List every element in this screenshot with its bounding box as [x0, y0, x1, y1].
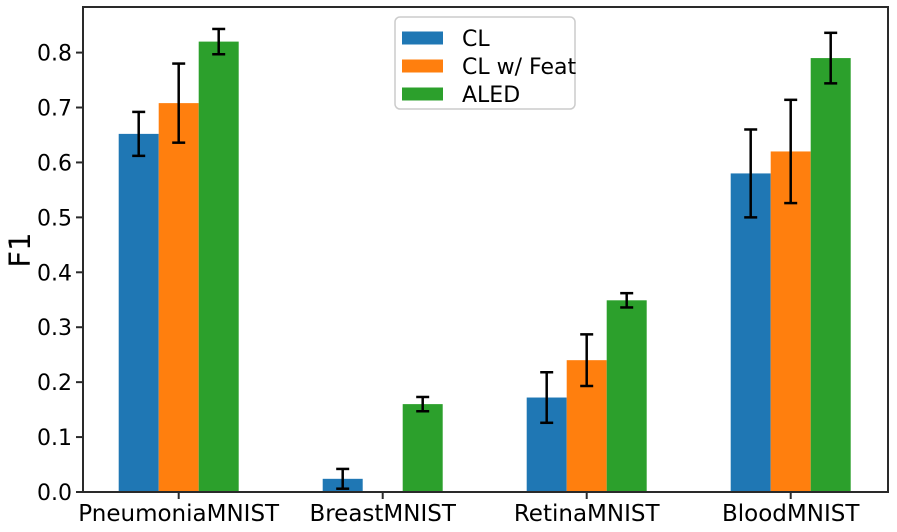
legend-swatch-cl-w-feat: [402, 59, 443, 73]
y-tick-label: 0.5: [37, 206, 72, 231]
bar-cl-pneumoniamnist: [118, 133, 159, 493]
y-tick-label: 0.8: [37, 42, 72, 67]
x-category-label-pneumoniamnist: PneumoniaMNIST: [78, 501, 280, 527]
x-category-label-bloodmnist: BloodMNIST: [722, 501, 860, 527]
plot-spines: [82, 6, 889, 493]
bar-cl-w-feat-bloodmnist: [770, 151, 811, 492]
legend-swatch-cl: [402, 31, 443, 45]
legend-label-cl-w-feat: CL w/ Feat: [462, 55, 576, 80]
y-tick-label: 0.2: [37, 371, 72, 396]
legend-label-aled: ALED: [462, 83, 520, 108]
y-tick-label: 0.1: [37, 426, 72, 451]
y-tick-label: 0.3: [37, 316, 72, 341]
x-category-label-retinamnist: RetinaMNIST: [514, 501, 661, 527]
x-category-label-breastmnist: BreastMNIST: [309, 501, 456, 527]
y-tick-label: 0.0: [37, 481, 72, 506]
bar-aled-retinamnist: [606, 300, 647, 492]
bar-aled-pneumoniamnist: [198, 41, 239, 492]
y-tick-label: 0.4: [37, 261, 72, 286]
y-tick-label: 0.7: [37, 97, 72, 122]
y-axis-label: F1: [3, 232, 37, 267]
bar-aled-bloodmnist: [810, 58, 851, 492]
bar-cl-w-feat-pneumoniamnist: [158, 103, 199, 492]
legend-label-cl: CL: [462, 27, 490, 52]
legend-swatch-aled: [402, 87, 443, 101]
y-tick-label: 0.6: [37, 151, 72, 176]
bar-aled-breastmnist: [402, 404, 443, 492]
bar-cl-bloodmnist: [730, 173, 771, 493]
